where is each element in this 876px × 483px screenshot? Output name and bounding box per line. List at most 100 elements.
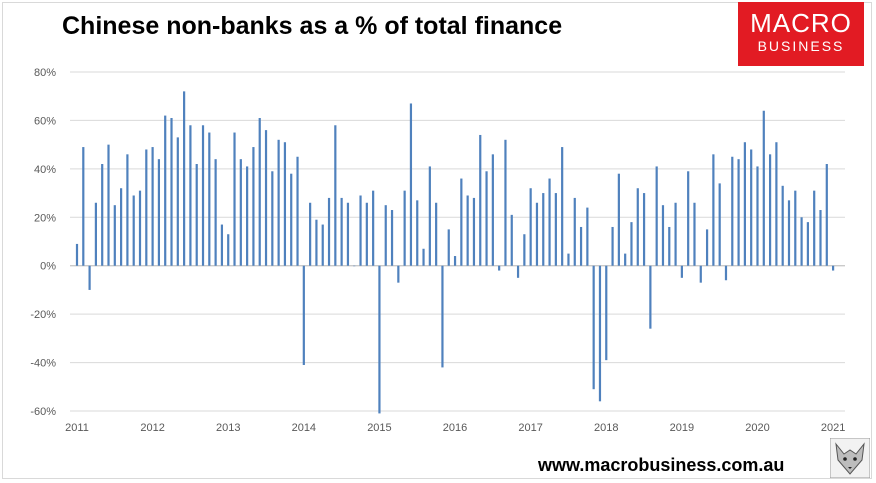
bar [441,265,444,368]
bar [813,190,816,266]
bar [113,205,116,266]
bar [390,210,394,266]
bar [372,190,375,266]
bar [258,118,261,266]
bar [208,132,211,266]
bar [724,265,728,281]
bar [485,171,488,266]
bar [321,224,324,266]
bar [233,132,236,266]
bar [649,265,652,329]
chart-title: Chinese non-banks as a % of total financ… [62,12,563,40]
bar [397,265,400,283]
y-tick-label: -60% [30,406,56,418]
bar [239,159,242,266]
bar [668,226,671,266]
bar [176,137,179,266]
bar [151,147,154,266]
x-tick-label: 2011 [65,422,89,434]
bar [642,193,646,266]
bar [756,166,759,266]
bar [806,222,809,266]
bar [384,205,387,266]
x-tick-label: 2016 [443,422,467,434]
bar [605,265,608,361]
bar [428,166,431,266]
bar [447,229,450,266]
bar [132,195,135,266]
bar [535,202,539,266]
footer-url: www.macrobusiness.com.au [538,455,785,475]
bar [636,188,639,266]
y-tick-label: 0% [40,261,56,273]
bar [126,154,129,266]
bar [283,142,287,266]
bar [687,171,690,266]
bar [516,265,520,278]
logo-line-2: BUSINESS [757,38,845,54]
bar [712,154,715,266]
y-tick-label: -20% [30,309,56,321]
bar [762,110,765,266]
bar [334,125,337,266]
bar [781,185,784,266]
bar [472,197,476,266]
bar [75,243,79,266]
y-tick-label: 80% [34,67,56,79]
bar [164,115,167,266]
bar [831,265,835,271]
bar [378,265,381,414]
bar [750,149,753,266]
x-tick-label: 2018 [594,422,618,434]
bar [309,202,312,266]
bar [359,195,362,266]
bar [82,147,85,266]
bar [586,207,589,266]
bar [504,139,507,266]
bar [277,139,280,266]
bar [302,265,305,365]
bar [737,159,740,266]
bar [264,130,268,266]
bar [327,197,331,266]
bar [794,190,797,266]
bar [579,226,583,266]
bar [214,159,217,266]
bar [409,103,413,266]
bar [340,197,343,266]
y-tick-label: 20% [34,212,56,224]
bar [189,125,192,266]
bar [94,202,98,266]
bar [529,188,532,266]
bar [290,173,293,266]
bar [498,265,501,271]
bar [170,118,173,266]
y-tick-label: -40% [30,358,56,370]
bar [624,253,627,266]
bar [195,164,198,266]
bar [743,142,746,266]
bar [680,265,683,278]
bar [775,142,778,266]
bar [510,214,513,266]
bar [567,253,570,266]
bar [800,217,803,266]
bar [201,125,205,266]
bar [460,178,463,266]
bar [252,147,255,266]
bar [655,166,658,266]
y-tick-label: 40% [34,164,56,176]
bar [718,183,721,266]
bar [491,154,494,266]
bar [453,256,457,266]
bar [120,188,123,266]
bar [422,248,425,266]
bar [365,202,368,266]
x-tick-label: 2014 [292,422,316,434]
fox-mascot-icon [830,438,870,478]
bar [227,234,230,266]
bar [542,193,545,266]
bar [466,195,469,266]
bar [183,91,186,266]
